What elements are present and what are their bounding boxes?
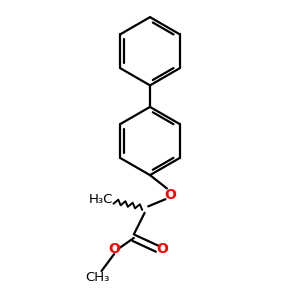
Text: CH₃: CH₃ (85, 271, 110, 284)
Text: O: O (164, 188, 176, 202)
Text: O: O (108, 242, 120, 256)
Text: H₃C: H₃C (88, 194, 112, 206)
Text: O: O (157, 242, 169, 256)
